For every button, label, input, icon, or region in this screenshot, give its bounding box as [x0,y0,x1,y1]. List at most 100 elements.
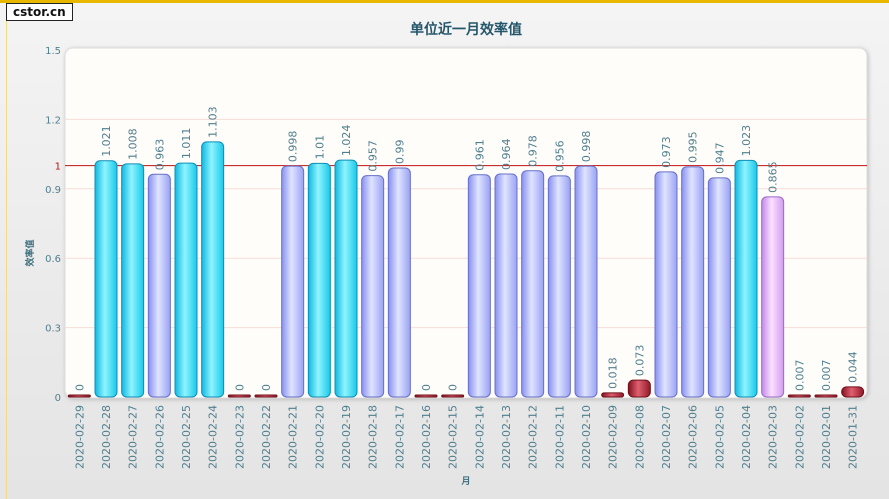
left-border [6,3,7,499]
bar-value-label: 0.998 [580,131,593,163]
x-tick-label: 2020-02-28 [100,405,113,469]
x-tick-label: 2020-02-27 [127,405,140,469]
bar [494,173,518,398]
bar-value-label: 0 [260,384,273,391]
bar-value-label: 1.021 [100,125,113,157]
y-tick-label: 1.2 [45,115,61,126]
bar [654,171,678,398]
bar-value-label: 0.956 [553,140,566,172]
x-tick-label: 2020-02-08 [633,405,646,469]
bar-value-label: 0.978 [527,135,540,167]
bar [761,196,785,398]
x-tick-label: 2020-02-20 [313,405,326,469]
x-tick-label: 2020-02-26 [153,405,166,469]
bar-value-label: 0 [420,384,433,391]
bar-value-label: 0.865 [767,161,780,193]
bar-value-label: 0.073 [633,345,646,377]
bar [707,177,731,398]
x-tick-label: 2020-02-21 [287,405,300,469]
bar [67,394,91,398]
top-accent-bar [0,0,889,3]
y-axis-label: 效率值 [24,239,36,266]
bar-value-label: 0.961 [473,139,486,171]
x-tick-label: 2020-02-14 [473,405,486,469]
x-tick-label: 2020-02-17 [393,405,406,469]
x-tick-label: 2020-02-11 [553,405,566,469]
x-tick-label: 2020-02-06 [687,405,700,469]
x-axis-label: 月 [460,476,470,487]
bar [414,394,438,398]
bar [174,162,198,398]
y-tick-label: 0.3 [45,324,61,335]
bar [814,394,838,398]
y-tick-label: 0.9 [45,185,61,196]
x-tick-label: 2020-02-05 [713,405,726,469]
bar [254,394,278,398]
x-tick-label: 2020-02-24 [207,405,220,469]
bar-value-label: 0.963 [153,139,166,171]
x-tick-label: 2020-02-29 [73,405,86,469]
x-tick-label: 2020-01-31 [847,405,860,469]
x-tick-label: 2020-02-09 [607,405,620,469]
x-tick-label: 2020-02-02 [793,405,806,469]
x-tick-label: 2020-02-19 [340,405,353,469]
bar [201,141,225,398]
chart-title: 单位近一月效率值 [410,21,522,38]
bar-value-label: 0.957 [367,140,380,172]
bar-value-label: 0 [447,384,460,391]
bar [121,163,145,398]
bar [547,175,571,398]
bar [467,174,491,398]
bar-value-label: 0.998 [287,131,300,163]
bar [387,167,411,398]
bar-value-label: 1.103 [207,106,220,138]
bar [334,159,358,398]
x-tick-label: 2020-02-23 [233,405,246,469]
bar-value-label: 0.007 [820,360,833,392]
x-tick-label: 2020-02-03 [767,405,780,469]
x-tick-label: 2020-02-01 [820,405,833,469]
bar [681,166,705,398]
x-tick-label: 2020-02-18 [367,405,380,469]
bar-value-label: 0.995 [687,131,700,163]
bar-value-label: 1.01 [313,135,326,160]
x-tick-label: 2020-02-22 [260,405,273,469]
x-tick-label: 2020-02-16 [420,405,433,469]
x-tick-label: 2020-02-15 [447,405,460,469]
bar-value-label: 0.964 [500,138,513,170]
bar-value-label: 0.947 [713,142,726,174]
x-tick-label: 2020-02-07 [660,405,673,469]
bar-value-label: 1.023 [740,125,753,157]
bar [601,392,625,398]
bar-value-label: 1.011 [180,128,193,160]
bar [227,394,251,398]
bar [441,394,465,398]
bar [361,175,385,398]
bar-value-label: 0.044 [847,351,860,383]
bar [147,173,171,398]
x-tick-label: 2020-02-13 [500,405,513,469]
bar-value-label: 0.007 [793,360,806,392]
bar [734,159,758,398]
bar-value-label: 0.99 [393,139,406,164]
bar [787,394,811,398]
bar [307,162,331,398]
y-tick-label: 0 [55,393,61,404]
site-logo: cstor.cn [6,3,73,21]
bar-value-label: 1.008 [127,128,140,160]
bar [627,379,651,398]
bar-value-label: 0.018 [607,357,620,389]
bar [574,165,598,398]
bar [281,165,305,398]
bar-value-label: 0 [73,384,86,391]
bar [94,160,118,398]
y-tick-label: 1 [55,162,61,173]
x-tick-label: 2020-02-04 [740,405,753,469]
bar-value-label: 0 [233,384,246,391]
bar [841,386,865,398]
bar-value-label: 0.973 [660,136,673,168]
bar-value-label: 1.024 [340,125,353,157]
x-tick-label: 2020-02-25 [180,405,193,469]
y-tick-label: 1.5 [45,46,61,57]
